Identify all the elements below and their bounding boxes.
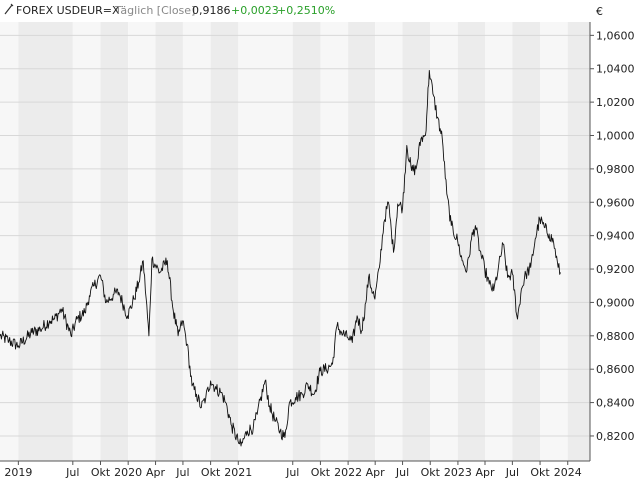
currency-symbol: €	[596, 5, 603, 18]
y-tick-label: 0,9400	[596, 230, 635, 243]
time-band	[0, 22, 19, 461]
y-tick-label: 0,9800	[596, 163, 635, 176]
y-tick-label: 1,0400	[596, 63, 635, 76]
x-tick-label: 2022	[334, 466, 362, 479]
change-abs: +0,0023	[231, 4, 279, 17]
time-band	[72, 22, 101, 461]
y-tick-label: 1,0000	[596, 130, 635, 143]
y-tick-label: 0,9600	[596, 196, 635, 209]
x-tick-label: Apr	[366, 466, 386, 479]
y-tick-label: 0,8200	[596, 430, 635, 443]
x-tick-label: 2021	[224, 466, 252, 479]
price-line-layer	[0, 69, 561, 447]
y-tick-label: 0,9000	[596, 296, 635, 309]
y-tick-label: 1,0600	[596, 29, 635, 42]
price-line	[0, 69, 561, 447]
time-band	[430, 22, 458, 461]
time-band	[484, 22, 513, 461]
x-tick-label: Okt	[421, 466, 441, 479]
time-band	[375, 22, 403, 461]
x-tick-label: Jul	[395, 466, 409, 479]
time-band	[512, 22, 541, 461]
time-band	[348, 22, 376, 461]
time-band	[457, 22, 485, 461]
x-tick-label: Jul	[285, 466, 299, 479]
x-tick-label: Jul	[505, 466, 519, 479]
y-tick-label: 1,0200	[596, 96, 635, 109]
x-tick-label: Apr	[475, 466, 495, 479]
y-tick-label: 0,8600	[596, 363, 635, 376]
x-tick-label: Jul	[65, 466, 79, 479]
change-pct: +0,2510%	[277, 4, 335, 17]
y-tick-label: 0,9200	[596, 263, 635, 276]
y-tick-label: 0,8800	[596, 330, 635, 343]
time-band	[128, 22, 156, 461]
x-tick-label: Okt	[201, 466, 221, 479]
y-tick-label: 0,8400	[596, 397, 635, 410]
x-tick-label: 2024	[554, 466, 582, 479]
drawing-tool-icon[interactable]	[4, 3, 14, 15]
y-axis: 0,8200 0,8400 0,8600 0,8800 0,9000 0,9200 0,94…	[0, 22, 635, 462]
x-tick-label: Jul	[175, 466, 189, 479]
time-band	[155, 22, 183, 461]
time-band	[292, 22, 321, 461]
mode-label: Täglich [Close]	[114, 4, 195, 17]
last-price: 0,9186	[192, 4, 231, 17]
x-tick-label: Okt	[311, 466, 331, 479]
x-tick-label: 2019	[4, 466, 32, 479]
time-bands	[0, 22, 590, 461]
time-band	[18, 22, 73, 461]
x-axis: 2019 Jul Okt 2020 Apr Jul Okt 2021 Jul Okt 2022 Apr…	[4, 461, 582, 479]
time-band	[100, 22, 129, 461]
time-band	[238, 22, 293, 461]
x-tick-label: Okt	[91, 466, 111, 479]
time-band	[182, 22, 211, 461]
x-tick-label: 2023	[444, 466, 472, 479]
chart-header: FOREX USDEUR=X Täglich [Close] 0,9186 +0…	[4, 3, 335, 17]
x-tick-label: 2020	[114, 466, 142, 479]
x-tick-label: Okt	[530, 466, 550, 479]
time-band	[567, 22, 590, 461]
symbol-label: FOREX USDEUR=X	[16, 4, 120, 17]
time-band	[320, 22, 349, 461]
time-band	[402, 22, 431, 461]
x-tick-label: Apr	[146, 466, 166, 479]
